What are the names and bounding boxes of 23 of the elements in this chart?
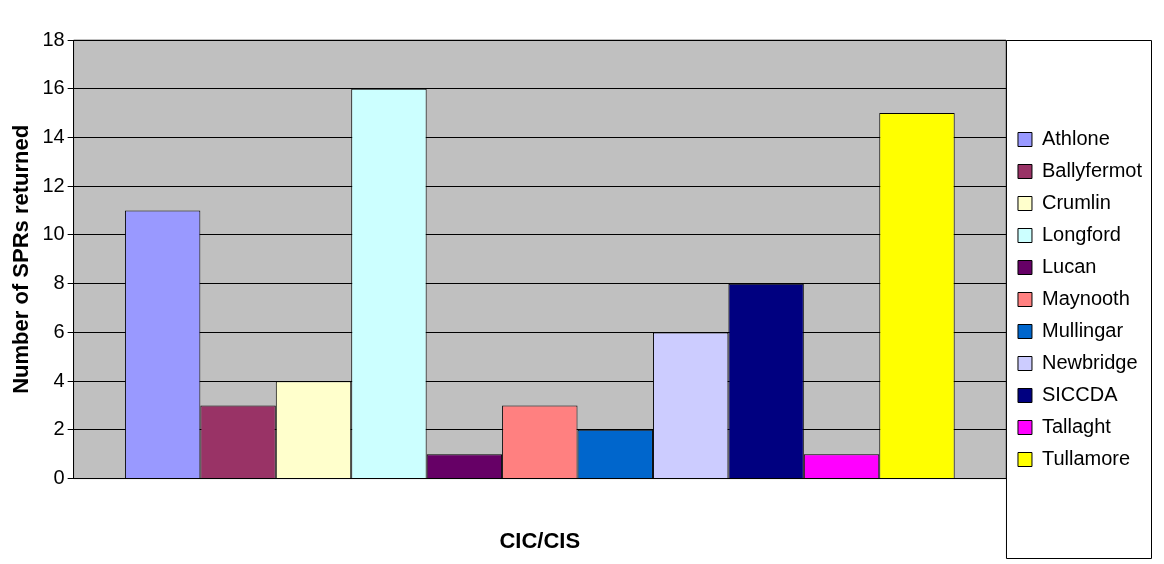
legend-label: Tullamore bbox=[1041, 447, 1131, 470]
y-tick-label: 18 bbox=[42, 27, 65, 50]
y-tick-label: 12 bbox=[42, 173, 65, 196]
y-tick-label: 10 bbox=[42, 222, 65, 245]
y-tick-label: 14 bbox=[42, 124, 65, 147]
legend-label: Newbridge bbox=[1041, 351, 1138, 374]
y-tick-label: 0 bbox=[53, 466, 65, 489]
legend-label: SICCDA bbox=[1041, 383, 1119, 406]
y-tick-label: 6 bbox=[53, 319, 65, 342]
legend-label: Lucan bbox=[1041, 255, 1097, 278]
y-tick-label: 8 bbox=[53, 271, 65, 294]
legend-label: Longford bbox=[1041, 223, 1121, 246]
y-axis-title: Number of SPRs returned bbox=[8, 124, 34, 394]
x-axis-title: CIC/CIS bbox=[499, 527, 581, 553]
legend-label: Crumlin bbox=[1041, 191, 1111, 214]
y-tick-label: 4 bbox=[53, 368, 65, 391]
y-tick-label: 16 bbox=[42, 76, 65, 99]
legend-label: Tallaght bbox=[1041, 415, 1112, 438]
legend-label: Athlone bbox=[1041, 127, 1110, 150]
legend-label: Ballyfermot bbox=[1041, 159, 1143, 182]
legend-label: Maynooth bbox=[1041, 287, 1130, 310]
y-tick-label: 2 bbox=[53, 417, 65, 440]
legend-label: Mullingar bbox=[1041, 319, 1124, 342]
